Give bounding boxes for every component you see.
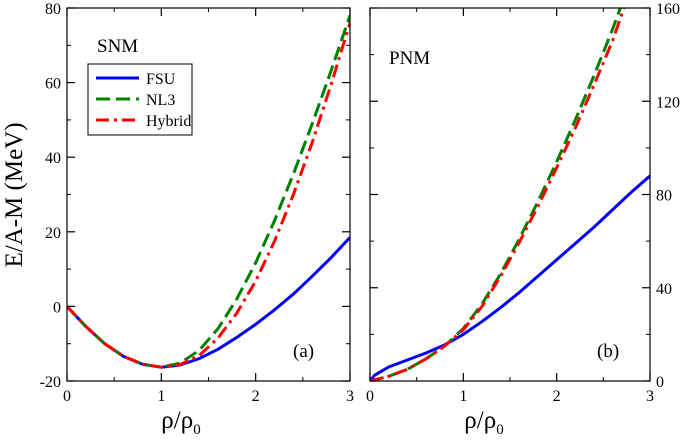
panel-a-x-tick-label: 0 [63,388,71,405]
y-axis-label: E/A-M (MeV) [1,122,28,267]
legend-hybrid-label: Hybrid [146,113,191,130]
panel-b-x-axis-label-main: ρ/ρ [464,407,496,434]
panel-a-y-tick-label: 40 [45,150,61,167]
panel-a-y-tick-label: 80 [45,1,61,18]
panel-b-series-hybrid [370,8,626,381]
panel-a-x-tick-label: 1 [157,388,165,405]
legend: FSU NL3 Hybrid [87,63,193,136]
panel-a-series-hybrid [67,22,350,369]
panel-b-x-tick-label: 0 [366,388,374,405]
panel-b-series-fsu [370,174,650,381]
panel-b-y-tick-label: 120 [656,94,680,111]
legend-fsu-label: FSU [146,71,176,88]
panel-b-y-tick-label: 0 [656,374,664,391]
panel-b-x-axis-label: ρ/ρ0 [464,407,503,438]
panel-a-x-tick-label: 2 [252,388,260,405]
panel-a-y-tick-label: 0 [53,299,61,316]
panel-b-label: (b) [597,341,619,362]
panel-b-x-tick-label: 3 [646,388,654,405]
panel-b-x-tick-label: 2 [553,388,561,405]
panel-a-y-tick-label: 60 [45,76,61,93]
panel-a-y-tick-label: 20 [45,225,61,242]
panel-b-x-axis-label-sub: 0 [496,422,504,438]
panel-b-y-tick-label: 40 [656,281,672,298]
panel-b-title: PNM [389,48,430,69]
panel-b-x-tick-label: 1 [459,388,467,405]
panel-a-label: (a) [293,341,314,362]
panel-a-x-axis-label-sub: 0 [193,422,201,438]
panel-a-x-tick-label: 3 [346,388,354,405]
legend-nl3-label: NL3 [146,92,175,109]
panel-a-y-tick-label: -20 [40,374,61,391]
panel-a-title: SNM [97,36,138,57]
panel-b-y-tick-label: 80 [656,188,672,205]
panel-a-x-axis-label: ρ/ρ0 [161,407,200,438]
panel-b-y-tick-label: 160 [656,1,680,18]
panel-a-x-axis-label-main: ρ/ρ [161,407,193,434]
